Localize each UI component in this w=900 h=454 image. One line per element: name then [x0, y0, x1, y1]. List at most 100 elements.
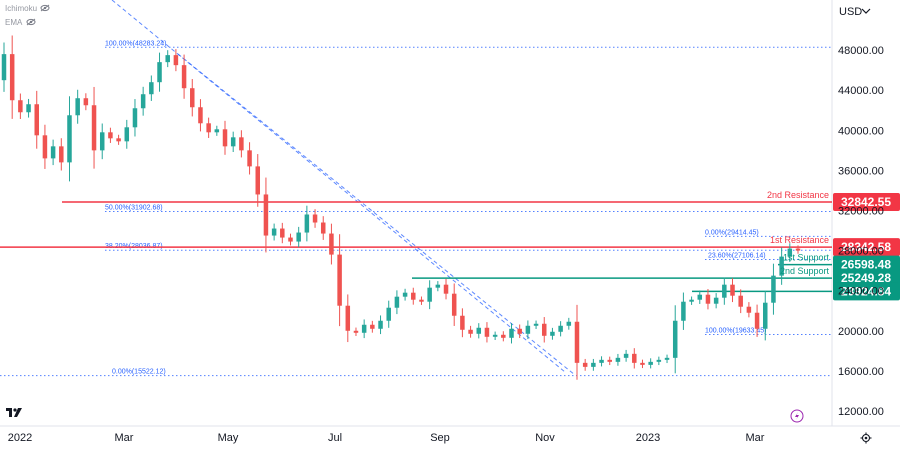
candle-body	[255, 166, 261, 195]
candle-body	[42, 135, 48, 159]
candle-body	[632, 353, 637, 363]
candle-body	[697, 294, 703, 300]
price-badge[interactable]	[833, 193, 900, 212]
candle-body	[34, 104, 39, 136]
candle-body	[230, 137, 236, 147]
candle-body	[509, 328, 514, 338]
y-tick-label: 48000.00	[838, 45, 884, 57]
candle-body	[59, 146, 64, 163]
candle-body	[656, 359, 662, 362]
candle-body	[664, 357, 670, 360]
y-tick-label: 16000.00	[838, 366, 884, 378]
candle-body	[222, 129, 228, 147]
candle-body	[541, 323, 547, 336]
candle-body	[280, 228, 285, 238]
candle-body	[623, 353, 629, 358]
candle-body	[558, 325, 563, 332]
candle-body	[746, 306, 752, 313]
indicator-ema-label[interactable]: EMA	[5, 18, 23, 27]
candle-body	[214, 129, 220, 133]
candle-body	[730, 284, 735, 296]
candle-body	[1, 54, 7, 81]
candle-body	[124, 127, 130, 142]
price-badge-label: 28342.58	[841, 240, 891, 254]
candle-body	[640, 362, 645, 365]
candle-body	[402, 292, 408, 297]
fib-label: 0.00%(29414.45)	[705, 229, 759, 236]
candle-body	[91, 105, 97, 151]
gear-icon[interactable]	[860, 432, 872, 444]
candle-body	[329, 233, 334, 255]
y-tick-label: 20000.00	[838, 326, 884, 338]
y-tick-label: 12000.00	[838, 406, 884, 418]
currency-label[interactable]: USD	[839, 6, 862, 18]
level-name: 2nd Support	[780, 266, 830, 276]
candle-body	[582, 362, 588, 367]
candle-body	[149, 82, 154, 95]
candle-body	[443, 284, 449, 294]
candle-body	[468, 329, 473, 334]
eye-icon[interactable]	[40, 4, 50, 12]
candle-body	[566, 321, 572, 326]
level-name: 2nd Resistance	[767, 190, 829, 200]
candle-body	[370, 324, 375, 329]
price-badge-label: 32842.55	[841, 195, 891, 209]
candle-body	[525, 325, 531, 334]
candle-body	[181, 65, 187, 89]
candle-body	[50, 146, 56, 159]
level-name: 1st Support	[783, 253, 830, 263]
candle-body	[705, 294, 711, 304]
candle-body	[713, 297, 719, 304]
price-badge[interactable]	[833, 255, 900, 274]
x-tick-label: Mar	[746, 432, 765, 444]
candle-body	[779, 256, 784, 276]
fib-label: 50.00%(31902.68)	[105, 204, 163, 211]
candle-body	[304, 214, 310, 233]
fib-label: 100.00%(48283.24)	[105, 40, 167, 47]
y-tick-label: 36000.00	[838, 165, 884, 177]
candle-body	[754, 312, 760, 329]
candle-body	[419, 299, 424, 302]
candle-body	[157, 62, 162, 83]
lightning-icon[interactable]	[790, 409, 804, 423]
candle-body	[435, 284, 441, 288]
plot-area[interactable]	[0, 0, 832, 426]
level-labels-layer: 2nd Resistance 32842.55 1st Resistance 2834…	[767, 190, 900, 301]
eye-icon[interactable]	[26, 18, 36, 26]
x-tick-label: 2023	[636, 432, 660, 444]
levels-layer	[0, 201, 832, 293]
candle-body	[771, 275, 776, 303]
candle-body	[67, 115, 72, 163]
candle-body	[738, 295, 743, 307]
candle-body	[763, 302, 768, 329]
candle-body	[75, 98, 80, 116]
candle-body	[263, 194, 269, 236]
x-tick-label: May	[218, 432, 239, 444]
trend-line	[177, 53, 576, 376]
fib-label: 0.00%(15522.12)	[112, 369, 166, 376]
candle-body	[492, 334, 498, 337]
candle-body	[99, 132, 105, 151]
price-axis[interactable]	[832, 0, 900, 426]
candle-body	[296, 232, 301, 242]
chevron-down-icon[interactable]	[861, 8, 871, 14]
candle-body	[574, 321, 580, 363]
candle-body	[132, 108, 138, 128]
price-badge-label: 23924.84	[841, 284, 891, 298]
indicator-ichimoku-label[interactable]: Ichimoku	[5, 4, 37, 13]
candle-body	[190, 88, 195, 108]
candle-body	[672, 320, 678, 358]
y-tick-label: 40000.00	[838, 125, 884, 137]
candle-body	[206, 123, 211, 133]
x-tick-label: Jul	[328, 432, 342, 444]
price-badge[interactable]	[833, 238, 900, 257]
candle-body	[599, 359, 604, 363]
price-badge[interactable]	[833, 282, 900, 301]
candle-body	[108, 132, 113, 139]
candle-body	[288, 237, 293, 242]
candle-body	[173, 55, 179, 66]
x-tick-label: Sep	[430, 432, 450, 444]
candle-body	[165, 55, 170, 63]
candle-body	[378, 320, 383, 329]
